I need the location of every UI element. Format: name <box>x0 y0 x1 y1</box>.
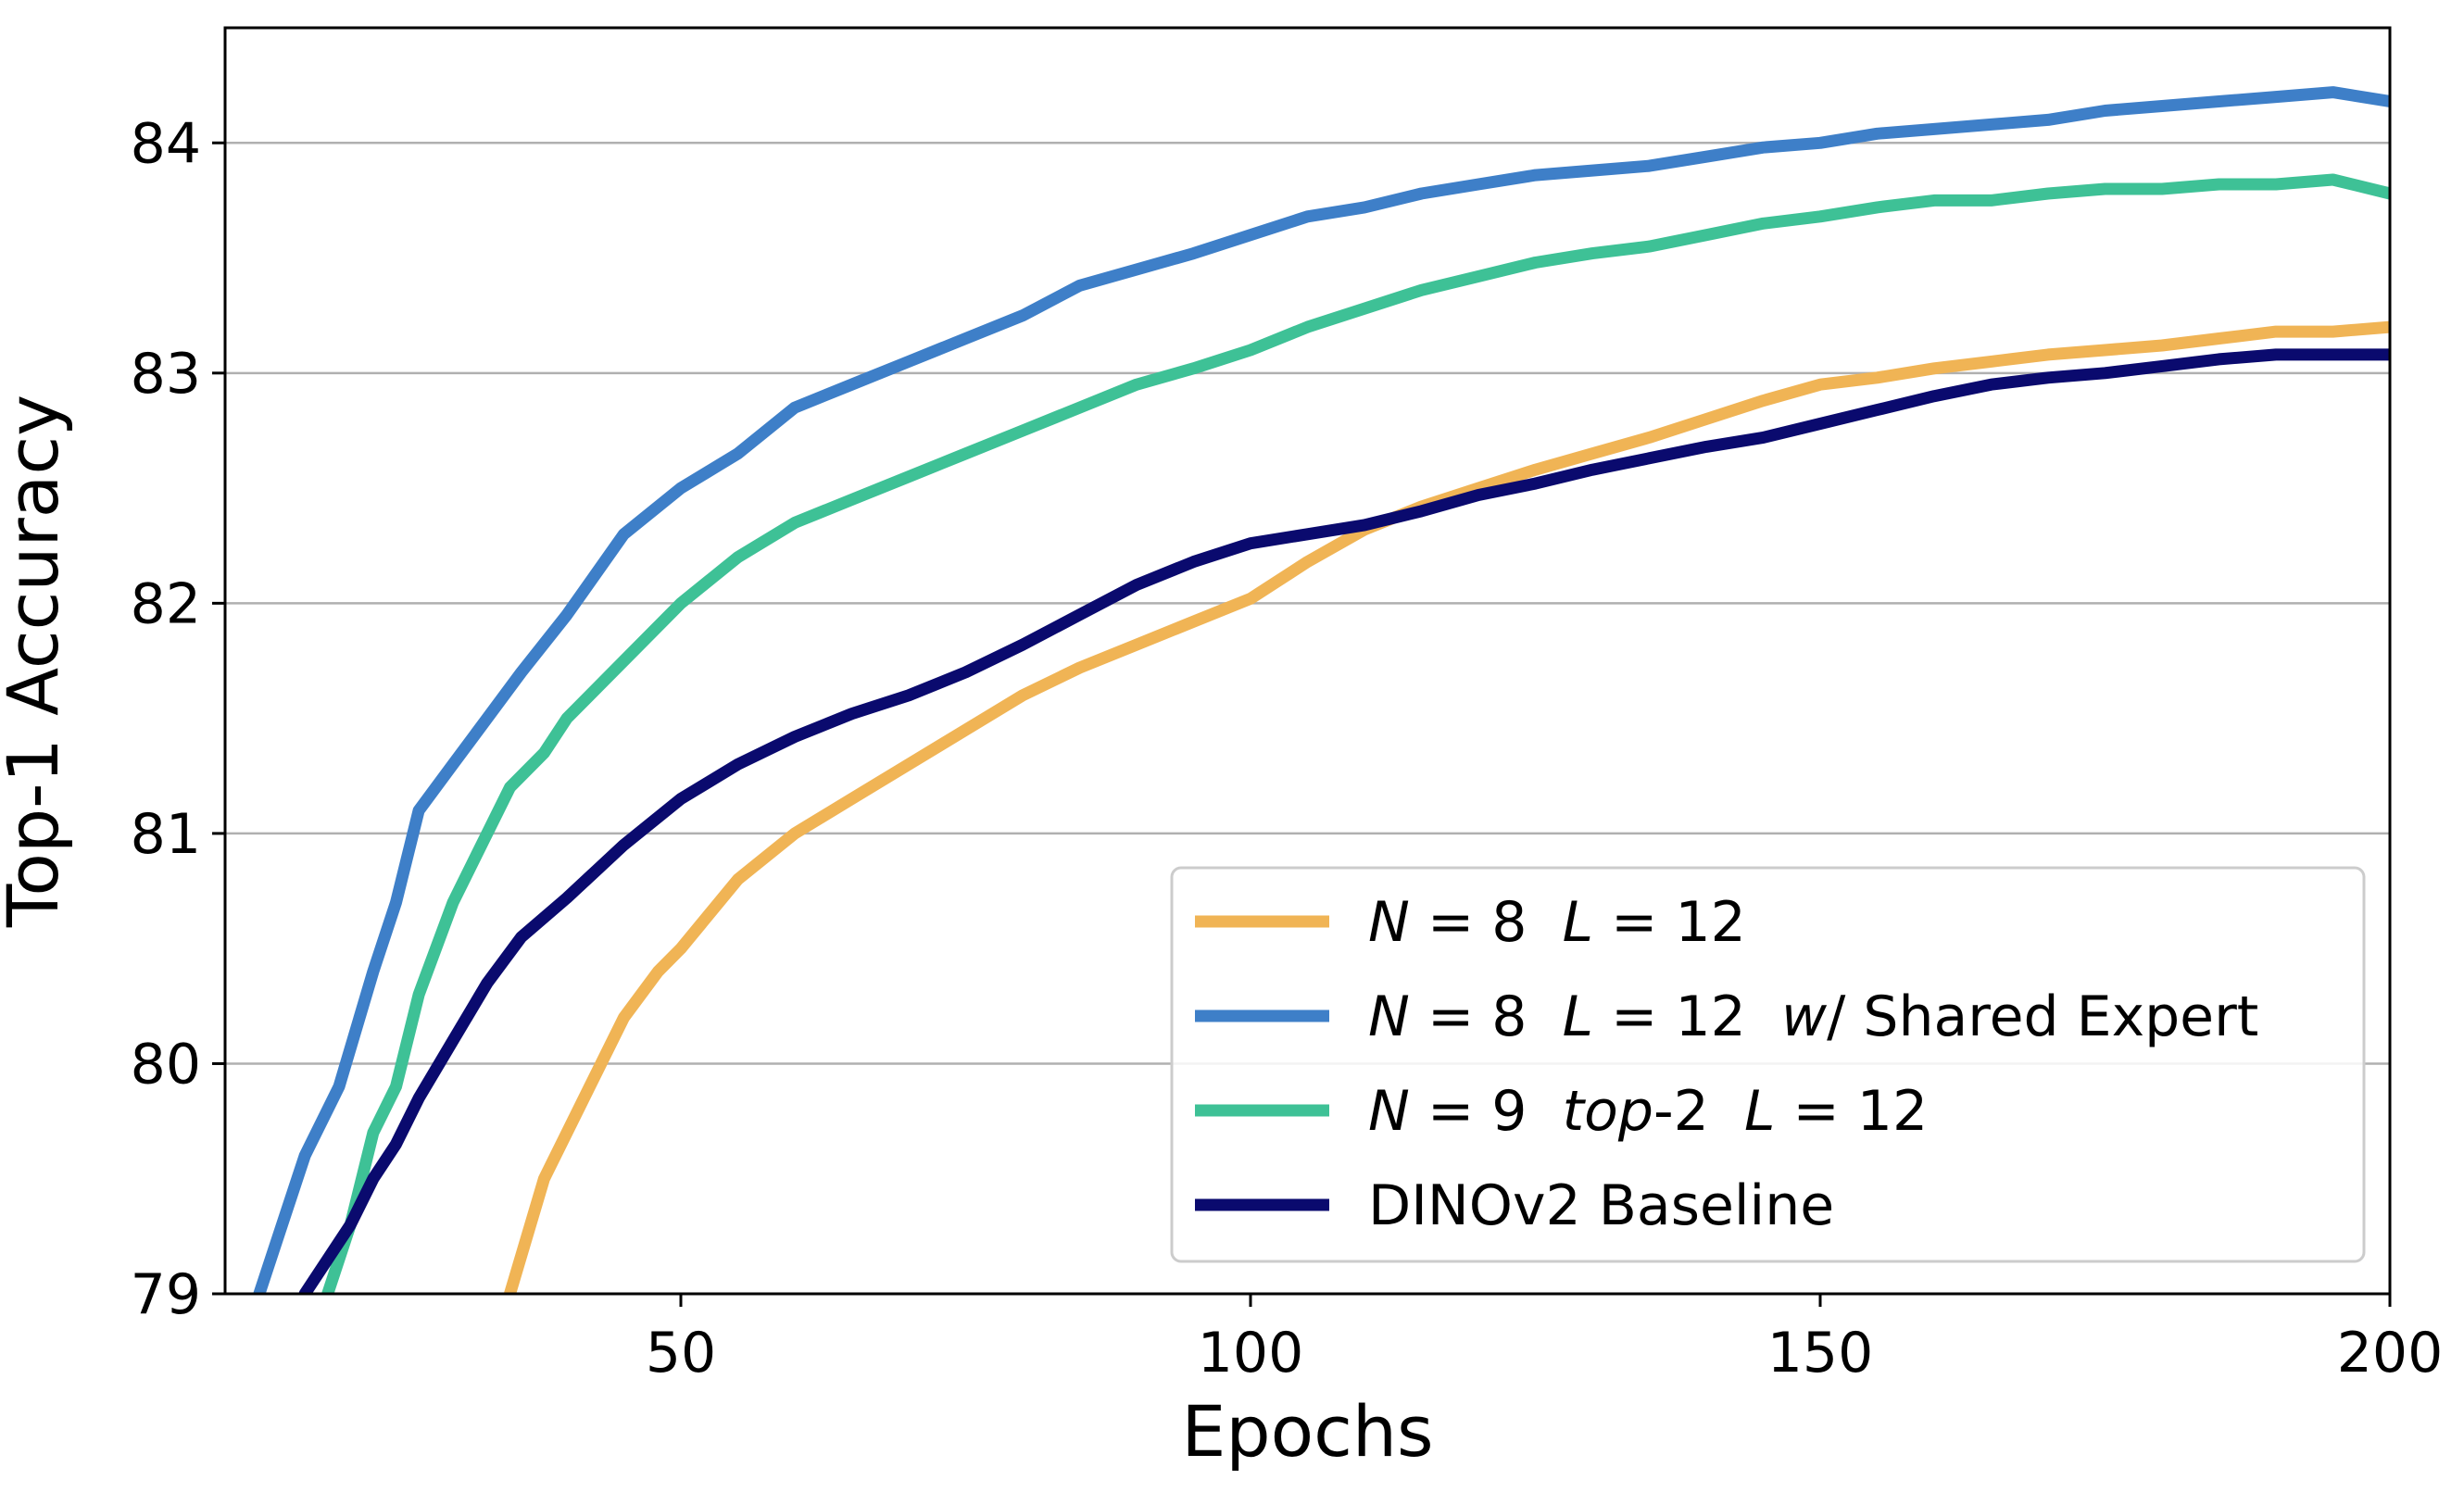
legend-box <box>1170 866 2366 1263</box>
y-axis-title: Top-1 Accuracy <box>0 395 74 928</box>
legend-label-segment: = 8 <box>1410 890 1563 955</box>
legend-label-4: DINOv2 Baseline <box>1368 1173 1834 1238</box>
x-tick-label: 150 <box>1767 1321 1874 1385</box>
legend-label-segment: = 9 <box>1410 1079 1563 1144</box>
series-lines <box>253 86 2390 1294</box>
legend-label-segment: N <box>1368 1079 1410 1144</box>
legend-label-segment: DINOv2 Baseline <box>1368 1173 1834 1238</box>
legend-label-segment: N <box>1368 984 1410 1049</box>
x-axis-title: Epochs <box>1181 1390 1433 1473</box>
legend-label-1: N = 8 L = 12 <box>1368 890 1746 955</box>
x-tick-label: 200 <box>2337 1321 2444 1385</box>
y-tick-label: 83 <box>131 342 201 407</box>
legend-label-segment: / Shared Expert <box>1827 984 2258 1049</box>
y-tick-label: 84 <box>131 111 201 176</box>
y-tick-label: 79 <box>131 1262 201 1327</box>
legend-label-segment: N <box>1368 890 1410 955</box>
series-line-3 <box>321 173 2390 1294</box>
legend-label-segment: = 8 <box>1410 984 1563 1049</box>
y-tick-label: 82 <box>131 571 201 636</box>
legend-label-segment: L <box>1563 984 1593 1049</box>
x-tick-label: 50 <box>646 1321 716 1385</box>
plot-frame <box>223 26 2392 1296</box>
x-tick-label: 100 <box>1198 1321 1304 1385</box>
legend-label-segment: -2 <box>1653 1079 1744 1144</box>
legend-label-segment: w <box>1781 984 1828 1049</box>
legend-label-segment: top <box>1563 1079 1653 1144</box>
axis-ticks: 79 80 81 82 83 84 50 100 150 200 <box>131 111 2444 1385</box>
legend-label-3: N = 9 top-2 L = 12 <box>1368 1079 1928 1144</box>
legend-label-segment: = 12 <box>1593 890 1746 955</box>
series-line-2 <box>253 86 2390 1294</box>
y-tick-label: 81 <box>131 802 201 867</box>
legend: N = 8 L = 12N = 8 L = 12 w/ Shared Exper… <box>1170 866 2366 1263</box>
legend-label-segment: L <box>1744 1079 1775 1144</box>
legend-label-2: N = 8 L = 12 w/ Shared Expert <box>1368 984 2258 1049</box>
series-line-4 <box>298 348 2390 1294</box>
y-tick-label: 80 <box>131 1032 201 1097</box>
legend-label-segment: = 12 <box>1775 1079 1928 1144</box>
legend-label-segment: L <box>1563 890 1593 955</box>
legend-label-segment: = 12 <box>1593 984 1781 1049</box>
